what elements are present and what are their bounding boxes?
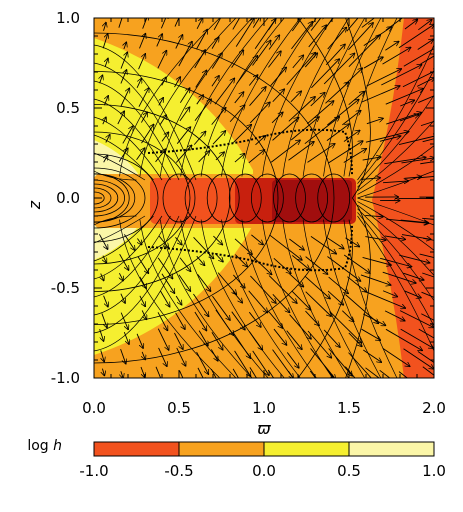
x-tick-label: 1.0 [252, 399, 276, 417]
y-tick-label: -1.0 [51, 369, 80, 387]
y-tick-labels: 1.0 0.5 0.0 -0.5 -1.0 [51, 9, 80, 387]
colorbar-label: log h [27, 438, 62, 454]
x-axis-label: ϖ [257, 419, 271, 438]
disk-core [272, 180, 352, 222]
y-tick-label: 0.0 [56, 189, 80, 207]
colorbar-band [264, 442, 349, 456]
y-tick-label: 1.0 [56, 9, 80, 27]
colorbar-band [94, 442, 179, 456]
y-axis-label: z [25, 200, 44, 210]
colorbar-tick-label: 1.0 [422, 462, 446, 480]
x-tick-label: 2.0 [422, 399, 446, 417]
y-tick-label: -0.5 [51, 279, 80, 297]
colorbar-band [349, 442, 434, 456]
x-tick-label: 0.0 [82, 399, 106, 417]
x-tick-label: 0.5 [167, 399, 191, 417]
y-tick-label: 0.5 [56, 99, 80, 117]
x-tick-label: 1.5 [337, 399, 361, 417]
colorbar-tick-label: -1.0 [79, 462, 108, 480]
x-tick-labels: 0.0 0.5 1.0 1.5 2.0 [82, 399, 446, 417]
colorbar-band [179, 442, 264, 456]
colorbar-label-prefix: log [27, 438, 48, 454]
colorbar-tick-label: -0.5 [164, 462, 193, 480]
colorbar-label-var: h [53, 438, 62, 454]
colorbar: log h -1.0 -0.5 0.0 0.5 1.0 [27, 438, 446, 480]
colorbar-tick-label: 0.0 [252, 462, 276, 480]
colorbar-tick-label: 0.5 [337, 462, 361, 480]
